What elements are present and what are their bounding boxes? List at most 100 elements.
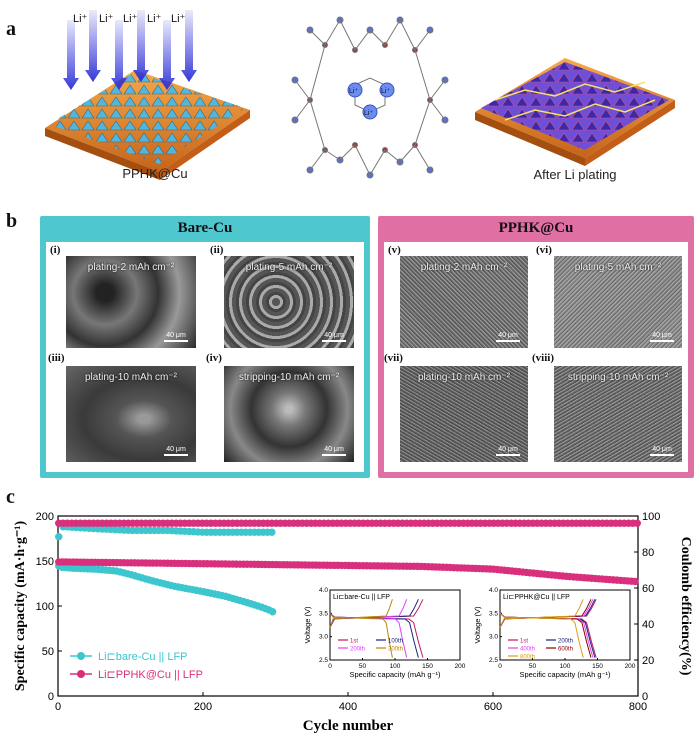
- legend-label: Li⊏bare-Cu || LFP: [98, 651, 188, 663]
- sem-image-pphk-4: stripping-10 mAh cm⁻² 40 μm: [554, 366, 682, 462]
- sem-image-label: plating-10 mAh cm⁻²: [85, 372, 177, 383]
- y-tick-label: 50: [42, 646, 54, 658]
- scale-bar: 40 μm: [164, 332, 188, 342]
- sem-image-bare-3: plating-10 mAh cm⁻² 40 μm: [66, 366, 196, 462]
- sem-image-pphk-3: plating-10 mAh cm⁻² 40 μm: [400, 366, 528, 462]
- inset-x-tick-label: 50: [529, 663, 537, 670]
- cycling-performance-chart: 0 200 400 600 800050100150200020406080100Cyc…: [13, 511, 693, 734]
- li-ion-label: Li⁺: [123, 13, 138, 25]
- inset-y-tick-label: 3.0: [489, 634, 498, 641]
- data-point: [631, 577, 639, 586]
- x-tick-label: 200: [194, 701, 212, 713]
- discharge-curve: [499, 612, 584, 658]
- data-point: [633, 519, 641, 527]
- sem-image-label: stripping-10 mAh cm⁻²: [567, 372, 669, 383]
- sem-image-bare-2: plating-5 mAh cm⁻² 40 μm: [224, 256, 354, 348]
- inset-y-tick-label: 2.5: [319, 657, 328, 664]
- li-ion-arrows: [63, 10, 197, 90]
- panel-a-left-caption: PPHK@Cu: [122, 166, 188, 181]
- inset-x-tick-label: 0: [328, 663, 332, 670]
- inset-legend-label: 600th: [558, 647, 573, 653]
- data-point: [268, 528, 276, 536]
- inset-y-axis-label: Voltage (V): [303, 606, 312, 644]
- pphk-molecule-structure: Li⁺ Li⁺ Li⁺: [291, 16, 449, 179]
- inset-legend: 1st 100th 200th 300th: [338, 639, 403, 653]
- li-ion-label: Li⁺: [171, 13, 186, 25]
- pphk-cu-substrate: [45, 70, 250, 180]
- inset-y-tick-label: 3.5: [319, 610, 328, 617]
- series-capacity: [55, 562, 277, 616]
- y-tick-label: 150: [36, 556, 54, 568]
- charge-curve: [329, 599, 393, 628]
- inset-legend-label: 300th: [388, 647, 403, 653]
- inset-legend-label: 200th: [558, 639, 573, 645]
- pphk-cu-title: PPHK@Cu: [498, 220, 574, 236]
- x-tick-label: 400: [339, 701, 357, 713]
- inset-frame: [499, 589, 631, 661]
- inset-legend-label: 100th: [388, 639, 403, 645]
- y-axis-label: Specific capacity (mA·h·g⁻¹): [13, 521, 28, 692]
- sem-image-label: plating-5 mAh cm⁻²: [574, 262, 662, 273]
- center-li-label: Li⁺: [381, 88, 390, 95]
- center-li-label: Li⁺: [364, 110, 373, 117]
- scale-bar: 40 μm: [496, 446, 520, 456]
- after-plating-substrate: [475, 58, 675, 166]
- panel-b-letter: b: [6, 210, 18, 232]
- inset-y-tick-label: 4.0: [489, 587, 498, 594]
- x-tick-label: 0: [55, 701, 61, 713]
- li-ion-label: Li⁺: [73, 13, 88, 25]
- inset-legend-label: 800th: [520, 655, 535, 661]
- inset-voltage-bare-cu: Li⊏bare-Cu || LFP 0 50 100 150 200 2.5 3.0 3.5 4.…: [303, 587, 466, 679]
- sem-image-bare-4: stripping-10 mAh cm⁻² 40 μm: [224, 366, 354, 462]
- sem-image-label: plating-2 mAh cm⁻²: [87, 262, 175, 273]
- inset-legend: 1st 200th 400th 600th 800th: [508, 639, 573, 661]
- inset-legend-label: 200th: [350, 647, 365, 653]
- sem-image-label: plating-10 mAh cm⁻²: [418, 372, 510, 383]
- y-tick-label: 100: [36, 601, 54, 613]
- legend-marker: [77, 670, 85, 678]
- y2-tick-label: 100: [642, 511, 660, 523]
- legend-label: Li⊏PPHK@Cu || LFP: [98, 669, 203, 681]
- inset-title: Li⊏PPHK@Cu || LFP: [503, 594, 570, 601]
- y2-axis-label: Coulomb efficiency(%): [678, 537, 693, 676]
- bare-cu-box: Bare-Cu (i) plating-2 mAh cm⁻² 40 μm (ii…: [40, 216, 370, 478]
- inset-y-axis-label: Voltage (V): [473, 606, 482, 644]
- scale-bar: 40 μm: [496, 332, 520, 342]
- sem-image-pphk-1: plating-2 mAh cm⁻² 40 μm: [400, 256, 528, 348]
- legend-marker: [77, 652, 85, 660]
- x-tick-label: 600: [484, 701, 502, 713]
- inset-legend-label: 1st: [520, 639, 528, 645]
- inset-x-tick-label: 200: [455, 663, 466, 670]
- y2-tick-label: 80: [642, 547, 654, 559]
- x-axis-label: Cycle number: [303, 718, 394, 734]
- inset-legend-label: 1st: [350, 639, 358, 645]
- y2-tick-label: 40: [642, 619, 654, 631]
- inset-x-axis-label: Specific capacity (mAh g⁻¹): [349, 670, 441, 679]
- charge-curve: [499, 599, 584, 628]
- panel-a-illustration: Li⁺ Li⁺ Li⁺ Li⁺ Li⁺: [45, 10, 675, 180]
- sem-image-label: plating-2 mAh cm⁻²: [420, 262, 508, 273]
- inset-y-tick-label: 4.0: [319, 587, 328, 594]
- inset-x-tick-label: 150: [592, 663, 603, 670]
- inset-y-tick-label: 3.5: [489, 610, 498, 617]
- inset-voltage-pphk-cu: Li⊏PPHK@Cu || LFP 0 50 100 150 200 2.5 3.0 3.5 4.…: [473, 587, 636, 679]
- center-li-label: Li⁺: [349, 88, 358, 95]
- sem-roman-label: (ii): [210, 244, 224, 256]
- inset-x-axis-label: Specific capacity (mAh g⁻¹): [519, 670, 611, 679]
- sem-roman-label: (viii): [532, 352, 554, 364]
- inset-y-tick-label: 2.5: [489, 657, 498, 664]
- scale-bar: 40 μm: [322, 446, 346, 456]
- inset-x-tick-label: 200: [625, 663, 636, 670]
- inset-x-tick-label: 50: [359, 663, 367, 670]
- data-point: [268, 608, 277, 616]
- discharge-curve: [329, 613, 393, 658]
- inset-x-tick-label: 100: [390, 663, 401, 670]
- y2-tick-label: 0: [642, 691, 648, 703]
- li-ion-label: Li⁺: [147, 13, 162, 25]
- bare-cu-title: Bare-Cu: [177, 220, 233, 236]
- inset-title: Li⊏bare-Cu || LFP: [333, 594, 390, 601]
- data-point: [55, 533, 63, 541]
- sem-roman-label: (vii): [384, 352, 403, 364]
- y2-tick-label: 60: [642, 583, 654, 595]
- y2-tick-label: 20: [642, 655, 654, 667]
